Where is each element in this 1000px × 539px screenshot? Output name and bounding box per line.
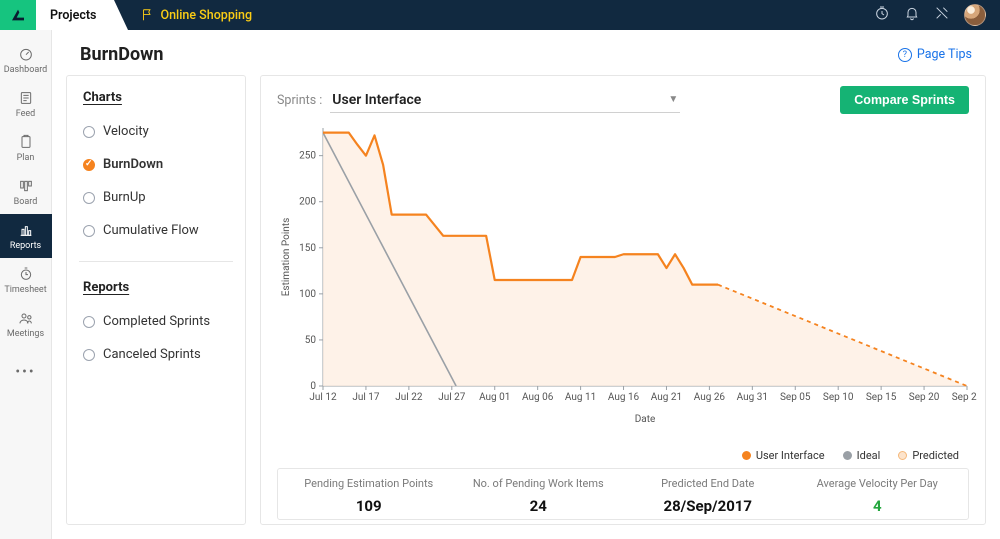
svg-text:50: 50 bbox=[305, 335, 317, 346]
chevron-down-icon: ▼ bbox=[668, 94, 678, 105]
svg-text:Estimation Points: Estimation Points bbox=[281, 218, 292, 297]
opt-label: Canceled Sprints bbox=[103, 347, 201, 362]
projects-tab-label: Projects bbox=[50, 8, 96, 23]
legend-item: User Interface bbox=[742, 449, 825, 462]
chart-option-burnup[interactable]: BurnUp bbox=[83, 185, 229, 210]
projects-tab[interactable]: Projects bbox=[36, 0, 114, 30]
legend-item: Ideal bbox=[843, 449, 881, 462]
sprint-selector[interactable]: User Interface ▼ bbox=[330, 88, 680, 113]
svg-text:Jul 17: Jul 17 bbox=[352, 392, 380, 403]
stats-table: Pending Estimation Points No. of Pending… bbox=[277, 468, 969, 520]
opt-label: BurnDown bbox=[103, 157, 163, 172]
opt-label: Velocity bbox=[103, 124, 149, 139]
rail-board[interactable]: Board bbox=[0, 170, 52, 214]
stat-value: 28/Sep/2017 bbox=[623, 497, 793, 515]
stat-value: 24 bbox=[454, 497, 624, 515]
project-breadcrumb[interactable]: Online Shopping bbox=[140, 8, 252, 23]
chart-option-burndown[interactable]: BurnDown bbox=[83, 152, 229, 177]
legend-item: Predicted bbox=[898, 449, 959, 462]
svg-text:Sep 25: Sep 25 bbox=[952, 392, 977, 403]
svg-text:Sep 05: Sep 05 bbox=[780, 392, 811, 403]
chart-option-velocity[interactable]: Velocity bbox=[83, 119, 229, 144]
report-option-canceled[interactable]: Canceled Sprints bbox=[83, 342, 229, 367]
more-icon: ••• bbox=[15, 364, 35, 380]
report-panel: Sprints : User Interface ▼ Compare Sprin… bbox=[260, 75, 986, 525]
stat-value: 4 bbox=[793, 497, 963, 515]
sprint-selector-value: User Interface bbox=[332, 92, 421, 108]
svg-text:Aug 26: Aug 26 bbox=[694, 392, 726, 403]
help-icon: ? bbox=[898, 48, 912, 62]
rail-more[interactable]: ••• bbox=[0, 350, 52, 394]
stat-value: 109 bbox=[284, 497, 454, 515]
reports-group-title: Reports bbox=[83, 280, 229, 295]
svg-text:Aug 16: Aug 16 bbox=[608, 392, 640, 403]
report-option-completed[interactable]: Completed Sprints bbox=[83, 309, 229, 334]
svg-text:Aug 11: Aug 11 bbox=[565, 392, 596, 403]
rail-label: Plan bbox=[17, 153, 35, 163]
legend-label: User Interface bbox=[756, 449, 825, 462]
sprint-selector-label: Sprints : bbox=[277, 93, 322, 108]
rail-feed[interactable]: Feed bbox=[0, 82, 52, 126]
opt-label: Cumulative Flow bbox=[103, 223, 199, 238]
rail-timesheet[interactable]: Timesheet bbox=[0, 258, 52, 302]
svg-text:200: 200 bbox=[299, 197, 316, 208]
burndown-chart: 0 50 100 150 200 250 Jul 12 Jul 17 Jul 22 Jul 27 A… bbox=[277, 118, 977, 428]
legend-label: Predicted bbox=[912, 449, 959, 462]
svg-text:Sep 10: Sep 10 bbox=[823, 392, 854, 403]
svg-text:Aug 21: Aug 21 bbox=[651, 392, 682, 403]
stat-header: Average Velocity Per Day bbox=[793, 477, 963, 497]
project-name: Online Shopping bbox=[160, 8, 252, 23]
svg-text:Sep 20: Sep 20 bbox=[909, 392, 940, 403]
compare-sprints-button[interactable]: Compare Sprints bbox=[840, 86, 969, 114]
avatar[interactable] bbox=[964, 4, 986, 26]
rail-reports[interactable]: Reports bbox=[0, 214, 52, 258]
rail-label: Board bbox=[14, 197, 38, 207]
stat-header: Pending Estimation Points bbox=[284, 477, 454, 497]
charts-side-panel: Charts Velocity BurnDown BurnUp Cumulati… bbox=[66, 75, 246, 525]
stat-header: Predicted End Date bbox=[623, 477, 793, 497]
svg-text:Aug 06: Aug 06 bbox=[522, 392, 554, 403]
svg-text:Sep 15: Sep 15 bbox=[866, 392, 897, 403]
svg-text:Aug 31: Aug 31 bbox=[737, 392, 768, 403]
rail-label: Dashboard bbox=[4, 65, 48, 75]
svg-text:Jul 12: Jul 12 bbox=[309, 392, 337, 403]
bell-icon[interactable] bbox=[904, 5, 920, 25]
rail-meetings[interactable]: Meetings bbox=[0, 302, 52, 346]
svg-text:Aug 01: Aug 01 bbox=[479, 392, 510, 403]
svg-text:100: 100 bbox=[299, 289, 316, 300]
nav-rail: Dashboard Feed Plan Board Reports Timesh… bbox=[0, 30, 52, 539]
rail-label: Reports bbox=[10, 241, 41, 251]
svg-text:250: 250 bbox=[299, 151, 316, 162]
page-tips[interactable]: ? Page Tips bbox=[898, 47, 972, 62]
chart-legend: User Interface Ideal Predicted bbox=[277, 445, 969, 468]
rail-label: Feed bbox=[16, 109, 36, 119]
chart-option-cumulative-flow[interactable]: Cumulative Flow bbox=[83, 218, 229, 243]
svg-text:150: 150 bbox=[299, 243, 316, 254]
opt-label: Completed Sprints bbox=[103, 314, 210, 329]
clock-icon[interactable] bbox=[874, 5, 890, 25]
legend-label: Ideal bbox=[857, 449, 881, 462]
svg-text:0: 0 bbox=[310, 381, 316, 392]
rail-dashboard[interactable]: Dashboard bbox=[0, 38, 52, 82]
svg-text:Date: Date bbox=[635, 414, 656, 425]
svg-text:Jul 22: Jul 22 bbox=[395, 392, 423, 403]
page-title: BurnDown bbox=[80, 44, 163, 65]
rail-plan[interactable]: Plan bbox=[0, 126, 52, 170]
tools-icon[interactable] bbox=[934, 5, 950, 25]
opt-label: BurnUp bbox=[103, 190, 146, 205]
stat-header: No. of Pending Work Items bbox=[454, 477, 624, 497]
page-tips-label: Page Tips bbox=[917, 47, 972, 62]
rail-label: Timesheet bbox=[4, 285, 46, 295]
svg-text:Jul 27: Jul 27 bbox=[438, 392, 466, 403]
app-logo[interactable] bbox=[0, 0, 36, 30]
charts-group-title: Charts bbox=[83, 90, 229, 105]
rail-label: Meetings bbox=[7, 329, 44, 339]
